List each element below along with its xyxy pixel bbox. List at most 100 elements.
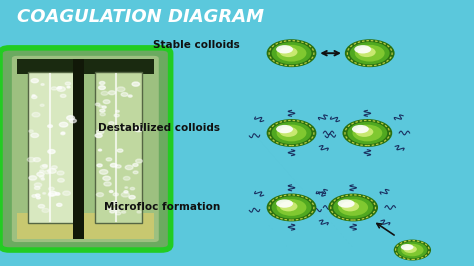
Circle shape — [29, 176, 36, 180]
Circle shape — [111, 201, 118, 205]
Ellipse shape — [354, 45, 371, 53]
Circle shape — [67, 86, 70, 88]
Circle shape — [40, 165, 47, 169]
Circle shape — [34, 183, 42, 187]
Ellipse shape — [337, 200, 355, 208]
Text: COAGULATION DIAGRAM: COAGULATION DIAGRAM — [17, 8, 264, 26]
Circle shape — [63, 191, 71, 196]
Bar — [28, 72, 76, 223]
Ellipse shape — [272, 42, 311, 64]
Circle shape — [99, 86, 105, 90]
Text: Stable colloids: Stable colloids — [153, 40, 239, 50]
Ellipse shape — [276, 45, 293, 53]
Circle shape — [42, 209, 49, 213]
Ellipse shape — [277, 45, 306, 61]
Circle shape — [58, 178, 64, 182]
Circle shape — [33, 158, 40, 162]
Circle shape — [48, 149, 55, 153]
Circle shape — [101, 91, 108, 95]
Circle shape — [109, 122, 114, 125]
Circle shape — [121, 211, 126, 213]
Circle shape — [103, 100, 110, 104]
Text: Destabilized colloids: Destabilized colloids — [99, 123, 220, 133]
FancyBboxPatch shape — [0, 48, 171, 250]
Circle shape — [110, 210, 115, 213]
Circle shape — [35, 186, 40, 190]
Circle shape — [48, 169, 56, 173]
Circle shape — [95, 103, 100, 106]
Bar — [17, 59, 154, 74]
Circle shape — [32, 195, 36, 197]
Circle shape — [37, 172, 44, 176]
Circle shape — [100, 170, 108, 174]
Circle shape — [110, 163, 117, 167]
Ellipse shape — [338, 199, 368, 216]
Circle shape — [41, 178, 45, 180]
Circle shape — [130, 188, 135, 190]
Circle shape — [61, 132, 65, 135]
Circle shape — [61, 132, 65, 134]
Circle shape — [57, 87, 65, 91]
Circle shape — [38, 205, 45, 208]
Circle shape — [99, 149, 101, 151]
Circle shape — [117, 87, 125, 92]
Circle shape — [102, 106, 106, 108]
Ellipse shape — [277, 199, 306, 216]
Circle shape — [122, 126, 127, 129]
Circle shape — [121, 93, 128, 96]
Ellipse shape — [403, 246, 417, 253]
Circle shape — [39, 176, 44, 178]
Ellipse shape — [266, 119, 316, 147]
Circle shape — [45, 170, 51, 174]
Circle shape — [115, 212, 121, 215]
Ellipse shape — [355, 45, 385, 61]
Circle shape — [59, 122, 68, 127]
Circle shape — [129, 196, 135, 199]
Circle shape — [109, 190, 113, 193]
Ellipse shape — [394, 240, 431, 260]
Circle shape — [56, 193, 60, 195]
Bar — [17, 213, 154, 239]
Circle shape — [100, 113, 105, 116]
Circle shape — [56, 203, 62, 206]
Circle shape — [40, 104, 44, 106]
FancyBboxPatch shape — [12, 56, 159, 242]
Circle shape — [113, 193, 118, 196]
Ellipse shape — [266, 39, 316, 67]
Circle shape — [48, 187, 54, 190]
Circle shape — [103, 176, 110, 180]
Circle shape — [95, 134, 102, 138]
Circle shape — [57, 87, 62, 89]
Circle shape — [104, 182, 111, 186]
Bar — [73, 59, 84, 239]
Circle shape — [51, 87, 57, 90]
Ellipse shape — [276, 200, 293, 208]
Circle shape — [32, 95, 37, 99]
Ellipse shape — [328, 194, 378, 221]
Circle shape — [128, 95, 132, 97]
Circle shape — [117, 149, 123, 152]
Circle shape — [36, 197, 40, 199]
Circle shape — [55, 192, 59, 195]
Ellipse shape — [358, 47, 376, 57]
Circle shape — [136, 159, 142, 163]
Ellipse shape — [347, 122, 387, 144]
Circle shape — [100, 109, 105, 112]
Circle shape — [106, 158, 112, 161]
Circle shape — [109, 91, 116, 95]
Circle shape — [49, 191, 57, 196]
Circle shape — [67, 116, 74, 120]
Circle shape — [32, 95, 35, 96]
Circle shape — [108, 208, 111, 210]
Circle shape — [60, 94, 66, 97]
Circle shape — [133, 171, 138, 174]
Bar — [95, 72, 142, 223]
Ellipse shape — [401, 244, 413, 250]
Circle shape — [116, 110, 119, 112]
Circle shape — [133, 164, 138, 167]
Circle shape — [132, 82, 139, 86]
Ellipse shape — [345, 39, 394, 67]
Ellipse shape — [333, 196, 373, 219]
Circle shape — [36, 194, 40, 196]
Circle shape — [99, 105, 102, 107]
